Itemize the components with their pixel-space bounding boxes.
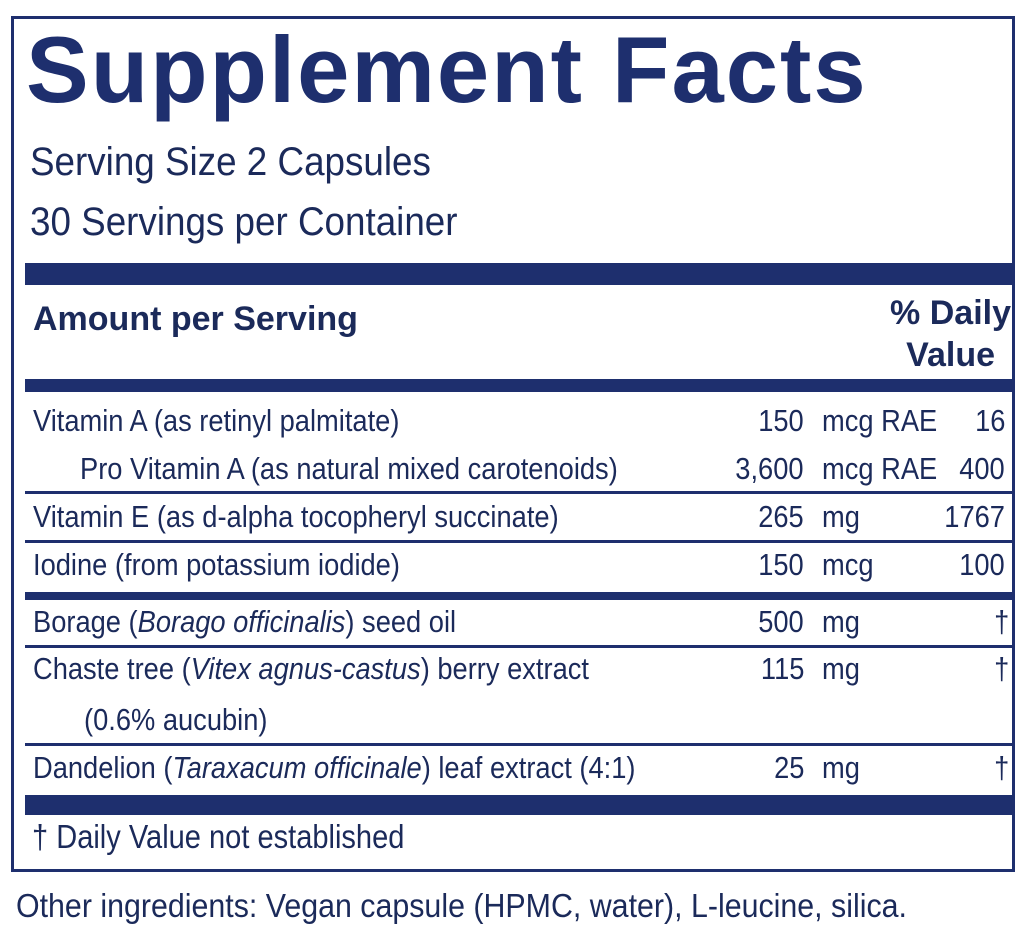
ingredient-unit: mg <box>822 651 860 686</box>
row-divider <box>25 743 1012 746</box>
ingredient-amount: 500 <box>758 604 804 639</box>
serving-size: Serving Size 2 Capsules <box>30 140 431 184</box>
dagger-mark: † <box>993 750 1009 785</box>
nutrient-amount: 150 <box>758 403 804 438</box>
ingredient-name: Chaste tree (Vitex agnus-castus) berry e… <box>33 651 589 686</box>
nutrient-daily-value: 400 <box>959 451 1005 486</box>
nutrient-name: Vitamin A (as retinyl palmitate) <box>33 403 400 438</box>
ingredient-amount: 115 <box>760 651 804 686</box>
dagger-mark: † <box>993 604 1009 639</box>
ingredient-unit: mg <box>822 604 860 639</box>
ingredient-amount: 25 <box>773 750 804 785</box>
divider-thick-bottom <box>25 795 1012 815</box>
nutrient-unit: mcg <box>822 547 874 582</box>
botanical-name: Borago officinalis <box>137 604 346 639</box>
ingredient-standardization: (0.6% aucubin) <box>84 702 268 737</box>
daily-value-header-line1: % Daily <box>890 294 1011 332</box>
ingredient-name: Borage (Borago officinalis) seed oil <box>33 604 457 639</box>
amount-per-serving-header: Amount per Serving <box>33 300 358 338</box>
ingredient-name: Dandelion (Taraxacum officinale) leaf ex… <box>33 750 636 785</box>
nutrient-daily-value: 16 <box>974 403 1005 438</box>
other-ingredients: Other ingredients: Vegan capsule (HPMC, … <box>16 887 907 924</box>
row-divider <box>25 645 1012 648</box>
row-divider <box>25 540 1012 543</box>
supplement-facts-panel <box>11 16 1015 872</box>
ingredient-unit: mg <box>822 750 860 785</box>
nutrient-unit: mcg RAE <box>822 451 938 486</box>
nutrient-name: Vitamin E (as d-alpha tocopheryl succina… <box>33 499 559 534</box>
nutrient-daily-value: 100 <box>959 547 1005 582</box>
nutrient-amount: 3,600 <box>735 451 804 486</box>
divider-thick-top <box>25 263 1012 285</box>
dagger-mark: † <box>993 651 1009 686</box>
nutrient-amount: 265 <box>758 499 804 534</box>
nutrient-unit: mg <box>822 499 860 534</box>
nutrient-amount: 150 <box>758 547 804 582</box>
daily-value-footnote: † Daily Value not established <box>32 818 405 855</box>
divider-medium-header <box>25 379 1012 392</box>
botanical-name: Taraxacum officinale <box>172 750 422 785</box>
panel-title: Supplement Facts <box>26 17 868 122</box>
nutrient-name: Pro Vitamin A (as natural mixed caroteno… <box>80 451 618 486</box>
botanical-name: Vitex agnus-castus <box>190 651 421 686</box>
row-divider <box>25 491 1012 494</box>
nutrient-name: Iodine (from potassium iodide) <box>33 547 400 582</box>
divider-medium-section <box>25 592 1012 600</box>
servings-per-container: 30 Servings per Container <box>30 200 458 244</box>
nutrient-daily-value: 1767 <box>944 499 1005 534</box>
daily-value-header-line2: Value <box>906 336 995 374</box>
nutrient-unit: mcg RAE <box>822 403 938 438</box>
